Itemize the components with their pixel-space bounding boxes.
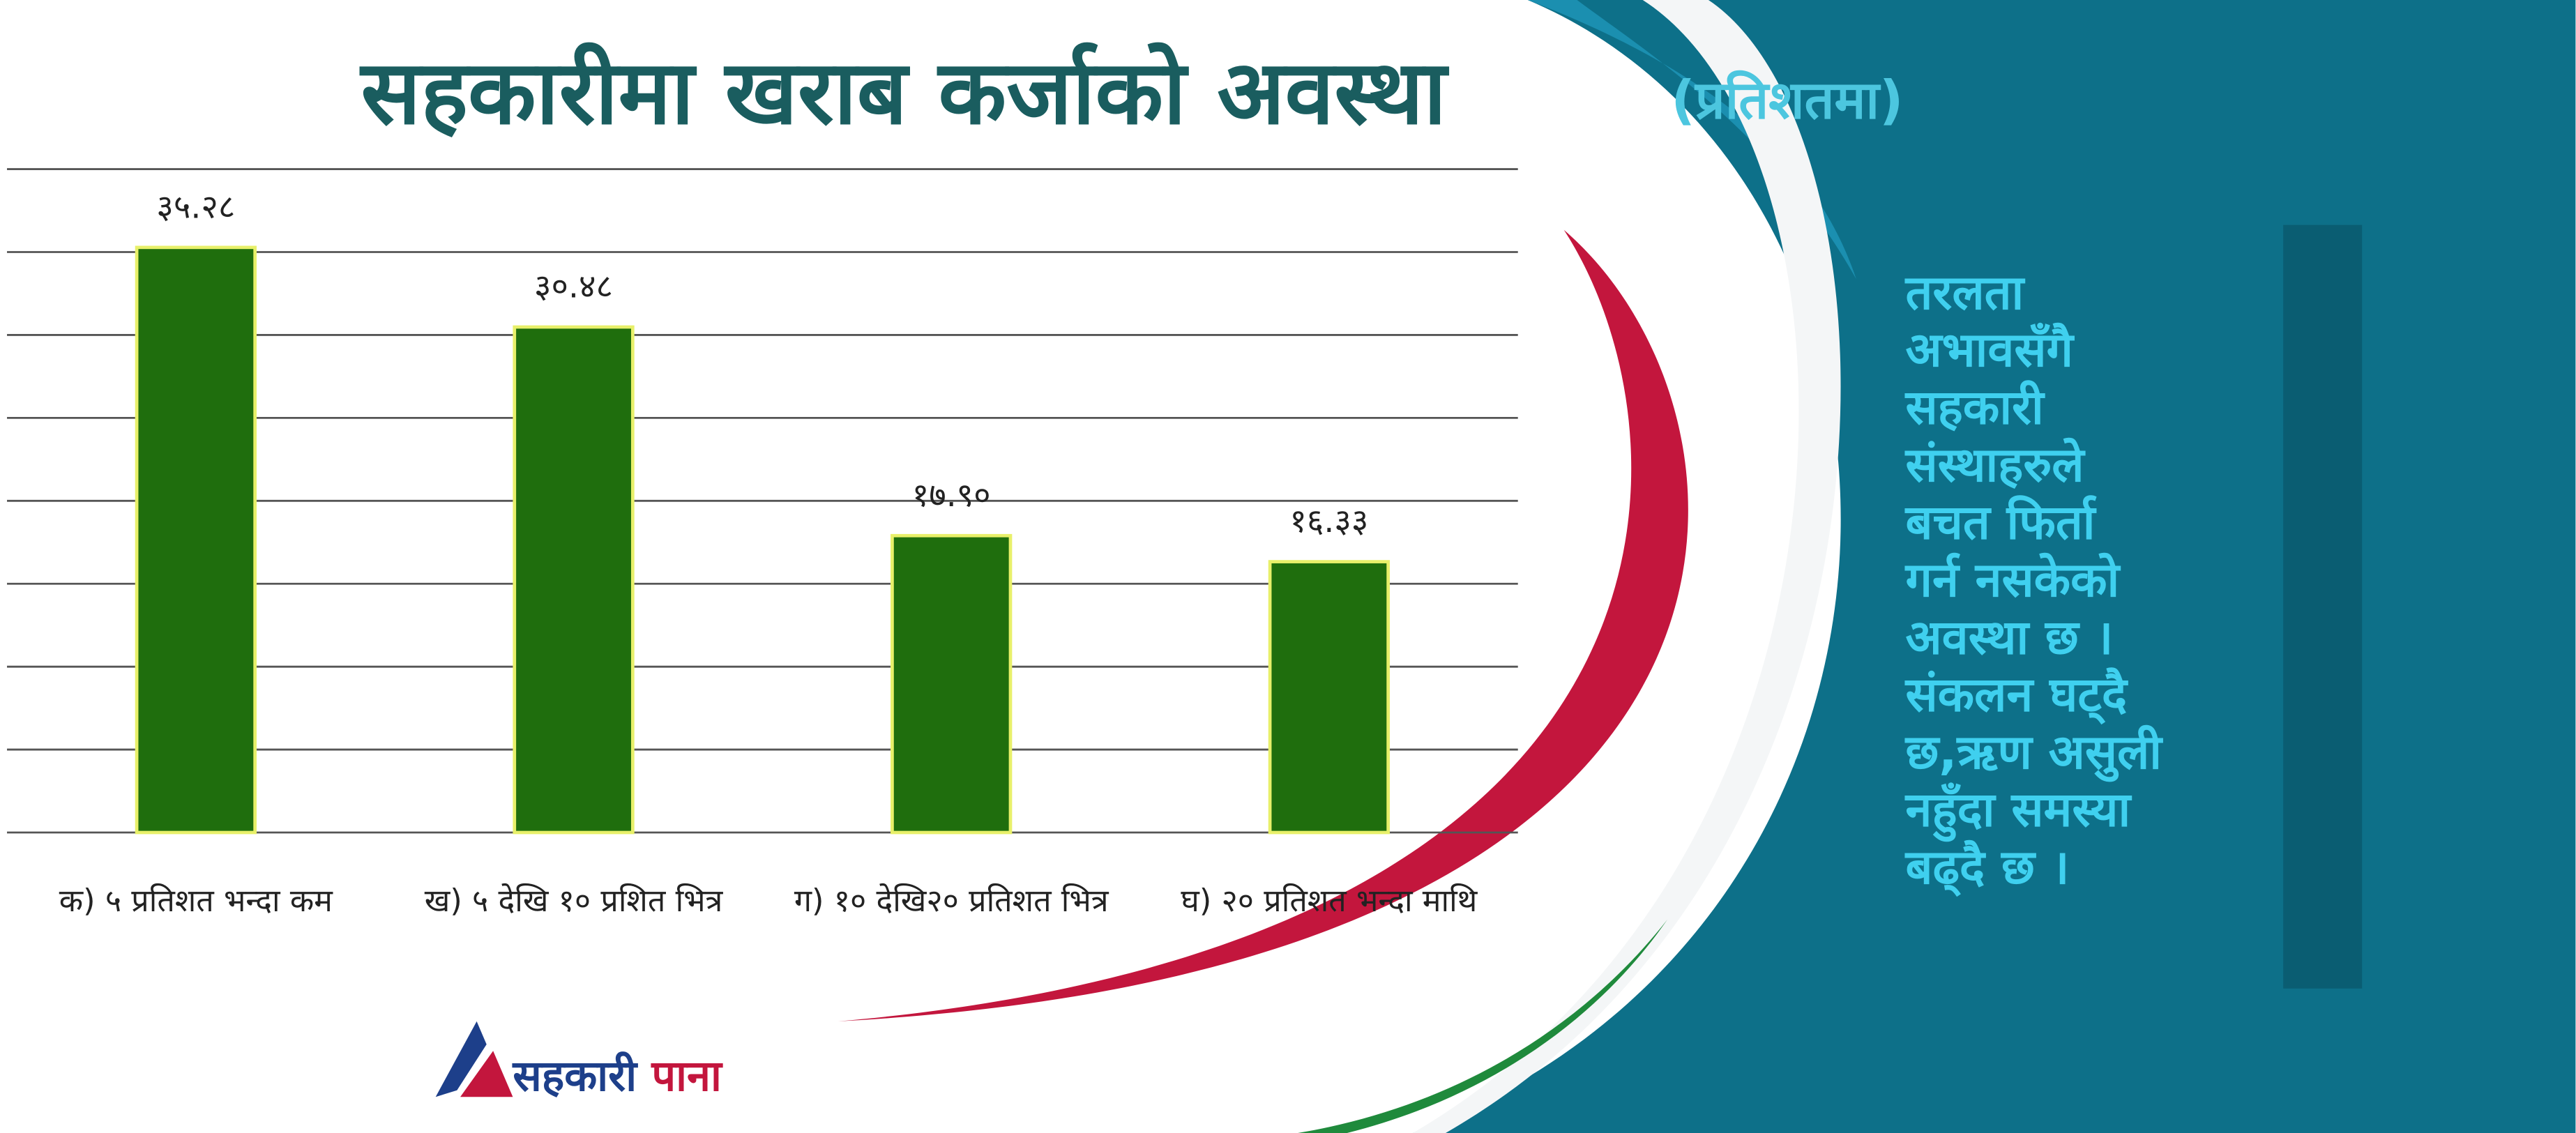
x-tick-label: ख) ५ देखि १० प्रशित भित्र bbox=[425, 882, 724, 919]
logo-word: पाना bbox=[651, 1051, 723, 1101]
side-note-line: तरलता bbox=[1904, 266, 2026, 321]
side-note-line: बचत फिर्ता bbox=[1904, 494, 2098, 550]
logo-icon bbox=[435, 1021, 487, 1097]
x-tick-label: घ) २० प्रतिशत भन्दा माथि bbox=[1181, 882, 1478, 919]
bar bbox=[513, 325, 635, 835]
logo-icon bbox=[460, 1051, 513, 1097]
side-note-line: छ,ऋण असुली bbox=[1904, 724, 2164, 782]
bar bbox=[135, 245, 257, 835]
chart-title: सहकारीमा खराब कर्जाको अवस्था bbox=[359, 41, 1449, 144]
bars: क) ५ प्रतिशत भन्दा कम ३५.२८ ख) ५ देखि १० प… bbox=[59, 188, 1478, 919]
red-arc bbox=[838, 229, 1688, 1021]
side-note-line: नहुँदा समस्या bbox=[1904, 782, 2132, 842]
value-label: १६.३३ bbox=[1289, 502, 1368, 540]
value-label: १७.९० bbox=[912, 476, 991, 515]
side-bar bbox=[2283, 225, 2363, 989]
bar bbox=[1268, 560, 1391, 835]
side-note-line: गर्न नसकेको bbox=[1904, 552, 2121, 608]
chart-subtitle: (प्रतिशतमा) bbox=[1671, 70, 1903, 131]
side-note-line: सहकारी bbox=[1904, 380, 2045, 436]
side-note: तरलताअभावसँगैसहकारीसंस्थाहरुलेबचत फिर्ता… bbox=[1904, 266, 2164, 897]
side-note-line: अभावसँगै bbox=[1906, 322, 2075, 378]
side-note-line: संकलन घट्दै bbox=[1904, 667, 2129, 725]
x-tick-label: क) ५ प्रतिशत भन्दा कम bbox=[59, 882, 333, 919]
side-note-line: संस्थाहरुले bbox=[1904, 437, 2086, 493]
grid bbox=[7, 168, 1518, 834]
logo-text: सहकारी पाना bbox=[512, 1051, 723, 1101]
value-label: ३५.२८ bbox=[156, 188, 235, 226]
side-note-line: बढ्दै छ । bbox=[1904, 839, 2070, 897]
side-note-line: अवस्था छ । bbox=[1906, 610, 2114, 665]
x-tick-label: ग) १० देखि२० प्रतिशत भित्र bbox=[794, 882, 1109, 919]
value-label: ३०.४८ bbox=[534, 268, 613, 306]
logo: सहकारी पाना bbox=[435, 1021, 723, 1101]
logo-word: सहकारी bbox=[512, 1051, 638, 1101]
bar bbox=[891, 533, 1013, 835]
